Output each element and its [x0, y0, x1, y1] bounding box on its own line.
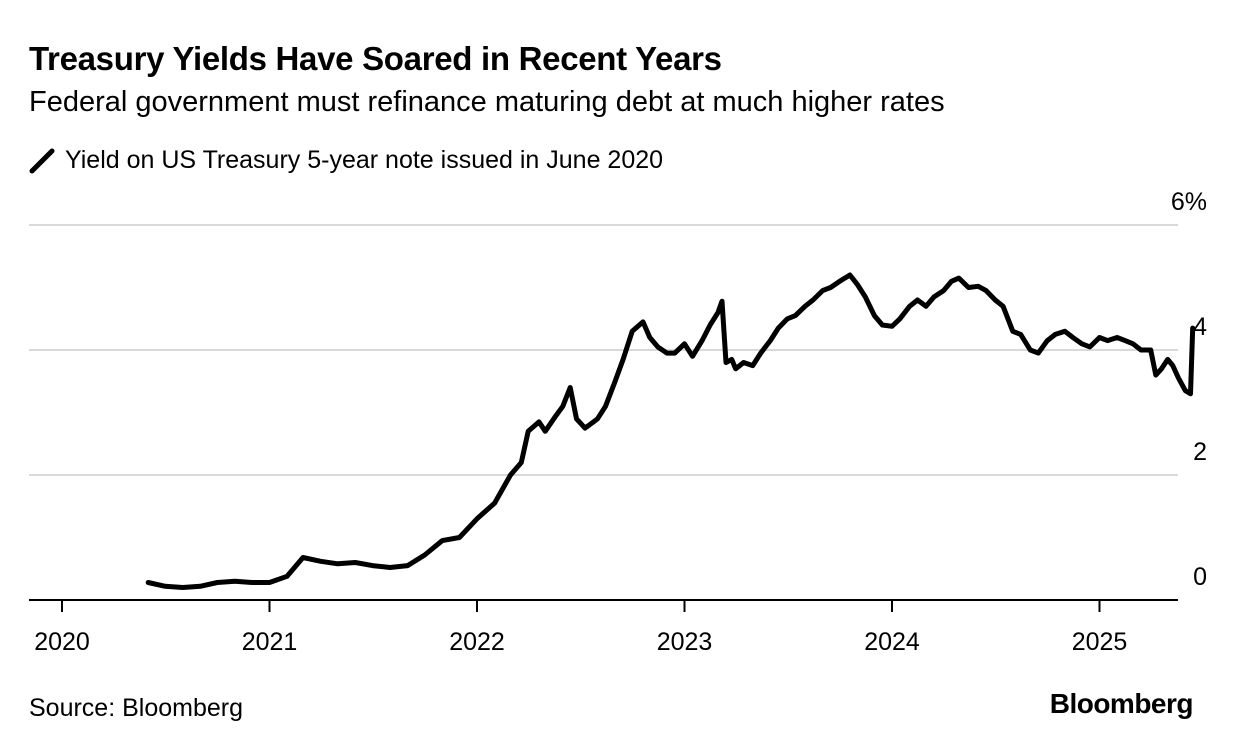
- chart-title: Treasury Yields Have Soared in Recent Ye…: [29, 40, 722, 77]
- y-tick-label: 6%: [1171, 188, 1207, 216]
- x-tick-label: 2022: [449, 628, 505, 656]
- x-tick-label: 2023: [657, 628, 713, 656]
- series-group: [145, 272, 1196, 590]
- source-note: Source: Bloomberg: [29, 694, 244, 722]
- x-tick-label: 2024: [864, 628, 920, 656]
- y-tick-label: 4: [1193, 313, 1207, 341]
- legend-label: Yield on US Treasury 5-year note issued …: [65, 146, 664, 174]
- series-line-0: [145, 272, 1196, 590]
- x-tick-label: 2021: [242, 628, 298, 656]
- legend-line-icon: [29, 148, 55, 173]
- chart-subtitle: Federal government must refinance maturi…: [29, 86, 945, 118]
- y-tick-label: 2: [1193, 438, 1207, 466]
- grid-lines: [29, 224, 1178, 476]
- x-tick-label: 2025: [1072, 628, 1128, 656]
- legend: Yield on US Treasury 5-year note issued …: [29, 146, 663, 175]
- y-tick-label: 0: [1193, 563, 1207, 591]
- x-tick-label: 2020: [34, 628, 90, 656]
- y-axis-ticks: 0 2 4 6%: [1171, 188, 1207, 591]
- x-axis: 2020 2021 2022 2023 2024 2025: [29, 599, 1178, 656]
- bloomberg-logo: Bloomberg: [1049, 688, 1194, 719]
